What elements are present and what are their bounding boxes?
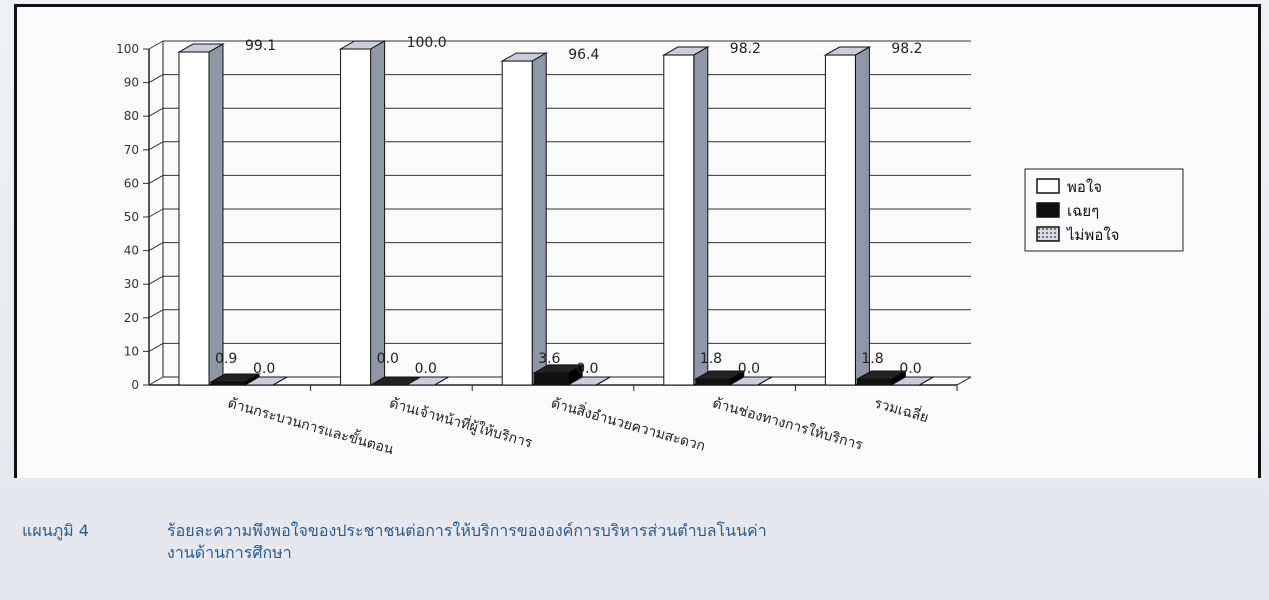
- bar-unsatisfied-3-side: [757, 376, 773, 386]
- gridline-depth: [148, 174, 164, 184]
- gridline-depth: [148, 275, 164, 285]
- category-label: ด้านกระบวนการและขั้นตอน: [226, 393, 397, 459]
- gridline-depth: [148, 141, 164, 151]
- bar-neutral-2-front: [533, 372, 569, 386]
- bar-satisfied-3-side: [693, 46, 709, 386]
- gridline-depth: [148, 376, 164, 386]
- y-tick-label: 80: [124, 109, 139, 123]
- bar-satisfied-3-front: [663, 54, 695, 386]
- bar-satisfied-1-front: [340, 48, 372, 386]
- value-label: 0.0: [899, 361, 921, 377]
- legend-label-unsatisfied: ไม่พอใจ: [1066, 226, 1119, 244]
- value-label: 0.0: [377, 351, 399, 367]
- legend-swatch-neutral: [1036, 202, 1060, 218]
- value-label: 3.6: [538, 351, 560, 367]
- chart: 0 10 20 30 40 50 60 70 80 90 100 99.1 0.9 0.0 100.0 0.…: [116, 35, 1184, 459]
- bar-unsatisfied-3: [727, 376, 774, 386]
- bar-neutral-3-front: [695, 378, 731, 386]
- value-label: 1.8: [700, 351, 722, 367]
- bar-unsatisfied-4-side: [919, 376, 934, 386]
- category-label: ด้านสิ่งอำนวยความสะดวก: [549, 394, 707, 455]
- category-label: ด้านช่องทางการให้บริการ: [711, 395, 866, 454]
- figure-number: แผนภูมิ 4: [22, 521, 89, 540]
- legend-swatch-satisfied: [1036, 178, 1060, 194]
- gridline-depth: [148, 309, 164, 319]
- category-label: รวมเฉลี่ย: [872, 394, 931, 427]
- bar-neutral-2: [532, 364, 585, 386]
- y-tick-label: 60: [124, 176, 139, 190]
- bar-unsatisfied-0-side: [272, 376, 288, 386]
- y-tick-label: 10: [124, 344, 139, 358]
- y-tick-label: 50: [124, 210, 139, 224]
- y-tick-label: 0: [131, 378, 139, 392]
- bar-satisfied-3: [661, 46, 710, 386]
- chart-frame: 0 10 20 30 40 50 60 70 80 90 100 99.1 0.9 0.0 100.0 0.…: [14, 4, 1261, 478]
- y-tick-label: 90: [124, 76, 139, 90]
- y-tick-label: 100: [116, 42, 139, 56]
- gridline-depth: [148, 242, 164, 252]
- bar-unsatisfied-2-side: [595, 376, 611, 386]
- bar-neutral-0-front: [210, 381, 246, 386]
- legend-swatch-unsatisfied: [1036, 226, 1060, 242]
- bar-satisfied-1-side: [370, 40, 386, 386]
- gridline-depth: [148, 342, 164, 352]
- bar-satisfied-4-side: [854, 46, 870, 386]
- bar-satisfied-2: [500, 52, 549, 386]
- value-label: 98.2: [730, 41, 761, 57]
- legend-label-neutral: เฉยๆ: [1067, 202, 1099, 220]
- value-label: 0.0: [738, 361, 760, 377]
- bar-satisfied-4: [823, 46, 872, 386]
- y-tick-label: 20: [124, 311, 139, 325]
- bar-satisfied-0-front: [178, 51, 210, 386]
- y-tick-label: 40: [124, 244, 139, 258]
- category-label: ด้านเจ้าหน้าที่ผู้ให้บริการ: [387, 394, 534, 452]
- bar-unsatisfied-0: [243, 376, 289, 386]
- bar-unsatisfied-2: [566, 376, 613, 386]
- bar-satisfied-0: [177, 43, 225, 386]
- gridline-depth: [148, 208, 164, 218]
- bar-satisfied-2-front: [501, 60, 533, 386]
- caption-line-2: งานด้านการศึกษา: [167, 543, 292, 562]
- bar-neutral-4: [855, 370, 908, 386]
- gridline-depth: [148, 107, 164, 117]
- bar-satisfied-1: [338, 40, 387, 386]
- bar-unsatisfied-4: [889, 376, 936, 386]
- gridline-depth: [148, 40, 164, 50]
- value-label: 0.0: [415, 361, 437, 377]
- legend-label-satisfied: พอใจ: [1067, 178, 1102, 196]
- bar-satisfied-0-side: [208, 43, 224, 386]
- value-label: 99.1: [245, 38, 276, 54]
- gridline-depth: [148, 74, 164, 84]
- y-tick-label: 70: [124, 143, 139, 157]
- value-label: 96.4: [568, 47, 599, 63]
- bar-unsatisfied-1-side: [434, 376, 449, 386]
- value-label: 100.0: [407, 35, 447, 51]
- bar-neutral-4-front: [856, 378, 892, 386]
- bar-satisfied-4-front: [824, 54, 856, 386]
- value-label: 0.0: [253, 361, 275, 377]
- value-label: 0.9: [215, 351, 237, 367]
- bar-satisfied-2-side: [531, 52, 547, 386]
- figure-caption: แผนภูมิ 4 ร้อยละความพึงพอใจของประชาชนต่อก…: [22, 520, 1252, 564]
- caption-line-1: ร้อยละความพึงพอใจของประชาชนต่อการให้บริก…: [167, 521, 767, 540]
- value-label: 0.0: [576, 361, 598, 377]
- value-label: 1.8: [861, 351, 883, 367]
- value-label: 98.2: [891, 41, 922, 57]
- bar-unsatisfied-1: [404, 376, 451, 386]
- x-axis-depth: [956, 376, 972, 386]
- y-tick-label: 30: [124, 277, 139, 291]
